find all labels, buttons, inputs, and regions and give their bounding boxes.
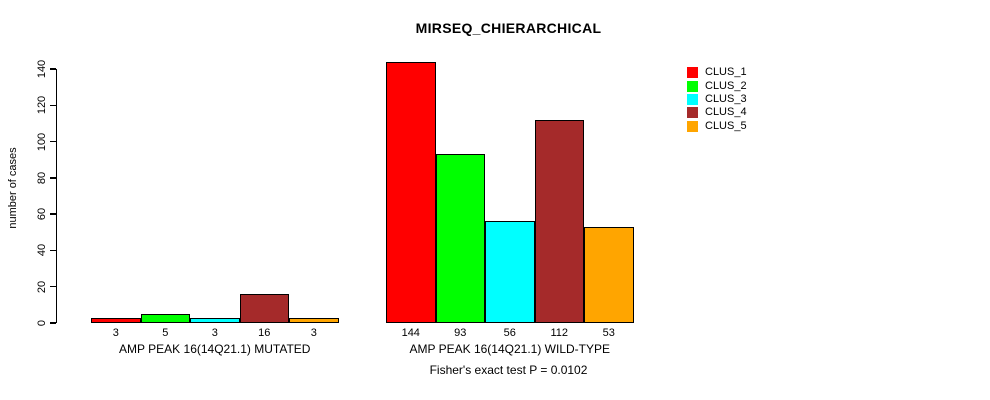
bar-value-label: 93 [454,327,467,339]
y-axis-tick-label: 120 [36,96,48,115]
y-axis-tick-label: 140 [36,59,48,79]
bar-value-label: 144 [401,327,420,339]
footnote: Fisher's exact test P = 0.0102 [429,363,588,377]
legend-swatch-clus_2 [687,80,698,92]
legend-swatch-clus_4 [687,107,698,119]
legend-swatch-clus_1 [687,67,698,79]
bar-g1-clus_1 [91,317,141,323]
y-axis-tick [50,322,56,324]
y-axis-tick-label: 80 [36,171,48,184]
bar-g2-clus_1 [386,61,436,323]
legend-item: CLUS_2 [687,79,747,92]
y-axis-tick [50,177,56,179]
legend-item: CLUS_3 [687,93,747,106]
bar-value-label: 3 [211,327,218,339]
legend-swatch-clus_5 [687,120,698,132]
legend-swatch-clus_3 [687,93,698,105]
y-axis-label: number of cases [7,147,19,229]
bar-g2-clus_4 [534,119,584,323]
legend-item-label: CLUS_2 [705,79,747,92]
legend-item: CLUS_4 [687,106,747,119]
bar-value-label: 16 [258,327,271,339]
legend-item: CLUS_1 [687,66,747,79]
y-axis-tick-label: 100 [36,132,48,151]
group-label-1: AMP PEAK 16(14Q21.1) MUTATED [119,342,311,356]
bar-value-label: 112 [550,327,569,339]
bar-g1-clus_4 [239,293,289,323]
bar-value-label: 5 [162,327,169,339]
y-axis-tick-label: 40 [36,244,48,257]
bar-value-label: 56 [503,327,516,339]
y-axis-tick [50,249,56,252]
y-axis-tick-label: 0 [36,319,48,327]
y-axis-tick [50,285,56,288]
legend-item-label: CLUS_1 [705,66,747,79]
legend: CLUS_1 CLUS_2 CLUS_3 CLUS_4 CLUS_5 [687,66,747,133]
y-axis-tick [50,140,56,143]
bar-g1-clus_3 [190,317,240,323]
y-axis-tick-label: 20 [36,280,48,293]
bar-g1-clus_2 [140,313,190,323]
bar-value-label: 3 [310,327,317,339]
bar-g2-clus_3 [485,221,535,323]
bar-g1-clus_5 [289,317,339,323]
bar-value-label: 53 [602,327,615,339]
legend-item-label: CLUS_4 [705,106,747,119]
y-axis-tick [50,104,56,107]
legend-item-label: CLUS_3 [705,92,747,105]
bar-value-label: 3 [112,327,119,339]
legend-item-label: CLUS_5 [705,119,747,132]
y-axis-tick [50,213,56,215]
bar-g2-clus_5 [584,226,634,323]
group-label-2: AMP PEAK 16(14Q21.1) WILD-TYPE [409,342,611,356]
legend-item: CLUS_5 [687,120,747,133]
y-axis-tick [50,68,56,70]
y-axis-line [55,69,57,323]
chart-title: MIRSEQ_CHIERARCHICAL [415,20,602,36]
bar-g2-clus_2 [435,154,485,323]
y-axis-tick-label: 60 [36,208,48,221]
